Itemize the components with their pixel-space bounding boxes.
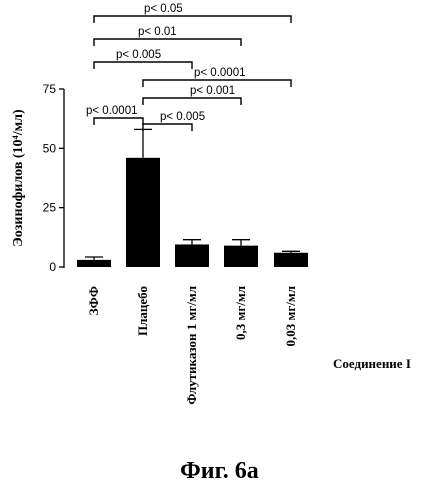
- bracket-label-1: p< 0.01: [138, 26, 177, 38]
- bracket-label-2: p< 0.005: [116, 49, 161, 61]
- category-label-2: Флутиказон 1 мг/мл: [184, 286, 199, 405]
- bracket-label-4: p< 0.001: [190, 85, 235, 97]
- bar-1: [126, 158, 160, 267]
- bracket-label-6: p< 0.005: [160, 111, 205, 123]
- y-axis-label: Эозинофилов (10⁴/мл): [11, 109, 26, 247]
- bar-0: [77, 260, 111, 267]
- bracket-5: [94, 118, 143, 125]
- bar-4: [274, 253, 308, 267]
- bracket-label-0: p< 0.05: [144, 3, 183, 15]
- y-tick-label-0: 0: [49, 260, 56, 274]
- significance-brackets: p< 0.05 p< 0.01 p< 0.005 p< 0.0001 p< 0.001 p…: [86, 3, 291, 131]
- bracket-label-3: p< 0.0001: [194, 67, 245, 79]
- bracket-label-5: p< 0.0001: [86, 105, 137, 117]
- bar-2: [175, 244, 209, 267]
- category-labels: ЗФФ Плацебо Флутиказон 1 мг/мл 0,3 мг/мл 0,0…: [86, 286, 298, 405]
- bracket-4: [143, 98, 241, 105]
- axis-layer: 0 25 50 75: [43, 82, 64, 274]
- y-tick-label-50: 50: [43, 141, 57, 155]
- figure-caption: Фиг. 6а: [0, 458, 439, 485]
- y-tick-label-75: 75: [43, 82, 57, 96]
- y-tick-label-25: 25: [43, 201, 57, 215]
- category-label-1: Плацебо: [135, 286, 150, 336]
- category-label-3: 0,3 мг/мл: [233, 286, 248, 340]
- bracket-1: [94, 39, 241, 46]
- category-label-4: 0,03 мг/мл: [283, 286, 298, 347]
- bracket-2: [94, 62, 192, 69]
- bracket-0: [94, 16, 291, 23]
- bars-layer: [77, 129, 308, 267]
- bar-3: [224, 246, 258, 267]
- category-label-0: ЗФФ: [86, 286, 101, 315]
- group-label: Соединение I: [333, 356, 411, 371]
